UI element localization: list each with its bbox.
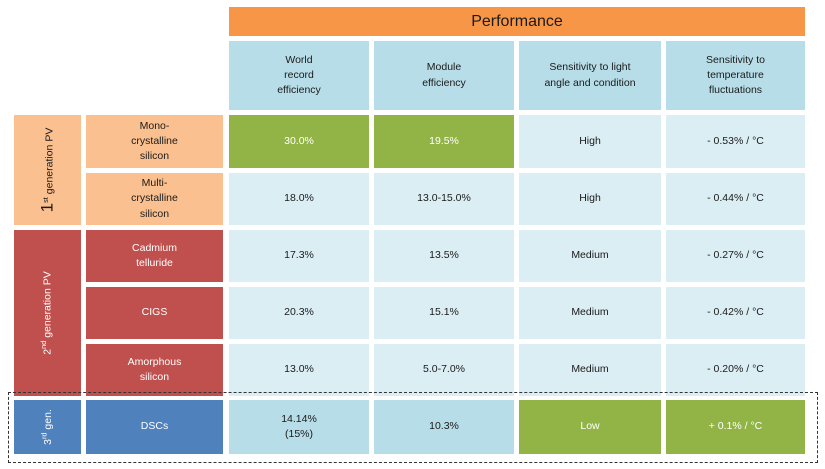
first-generation-label: 1st generation PV xyxy=(14,115,81,225)
col-header-world-record: World record efficiency xyxy=(229,41,369,110)
module-efficiency-cell: 10.3% xyxy=(374,400,514,454)
world-record-cell: 14.14% (15%) xyxy=(229,400,369,454)
world-record-cell: 13.0% xyxy=(229,344,369,396)
world-record-cell: 20.3% xyxy=(229,287,369,339)
tech-multi-crystalline: Multi- crystalline silicon xyxy=(86,173,223,225)
module-efficiency-cell: 5.0-7.0% xyxy=(374,344,514,396)
col-header-temp-sensitivity: Sensitivity to temperature fluctuations xyxy=(666,41,805,110)
world-record-cell: 30.0% xyxy=(229,115,369,168)
light-sensitivity-cell: Medium xyxy=(519,287,661,339)
temp-sensitivity-cell: - 0.20% / °C xyxy=(666,344,805,396)
tech-mono-crystalline: Mono- crystalline silicon xyxy=(86,115,223,168)
temp-sensitivity-cell: - 0.42% / °C xyxy=(666,287,805,339)
temp-sensitivity-cell: - 0.27% / °C xyxy=(666,230,805,282)
world-record-cell: 18.0% xyxy=(229,173,369,225)
third-generation-label: 3rd gen. xyxy=(14,400,81,454)
light-sensitivity-cell: High xyxy=(519,173,661,225)
module-efficiency-cell: 19.5% xyxy=(374,115,514,168)
world-record-cell: 17.3% xyxy=(229,230,369,282)
light-sensitivity-cell: Low xyxy=(519,400,661,454)
module-efficiency-cell: 15.1% xyxy=(374,287,514,339)
tech-amorphous-silicon: Amorphous silicon xyxy=(86,344,223,396)
tech-cadmium-telluride: Cadmium telluride xyxy=(86,230,223,282)
performance-header: Performance xyxy=(229,7,805,36)
tech-cigs: CIGS xyxy=(86,287,223,339)
module-efficiency-cell: 13.0-15.0% xyxy=(374,173,514,225)
temp-sensitivity-cell: - 0.44% / °C xyxy=(666,173,805,225)
light-sensitivity-cell: Medium xyxy=(519,230,661,282)
temp-sensitivity-cell: - 0.53% / °C xyxy=(666,115,805,168)
tech-dscs: DSCs xyxy=(86,400,223,454)
light-sensitivity-cell: High xyxy=(519,115,661,168)
second-generation-label: 2nd generation PV xyxy=(14,230,81,396)
module-efficiency-cell: 13.5% xyxy=(374,230,514,282)
temp-sensitivity-cell: + 0.1% / °C xyxy=(666,400,805,454)
col-header-module-efficiency: Module efficiency xyxy=(374,41,514,110)
col-header-light-sensitivity: Sensitivity to light angle and condition xyxy=(519,41,661,110)
light-sensitivity-cell: Medium xyxy=(519,344,661,396)
